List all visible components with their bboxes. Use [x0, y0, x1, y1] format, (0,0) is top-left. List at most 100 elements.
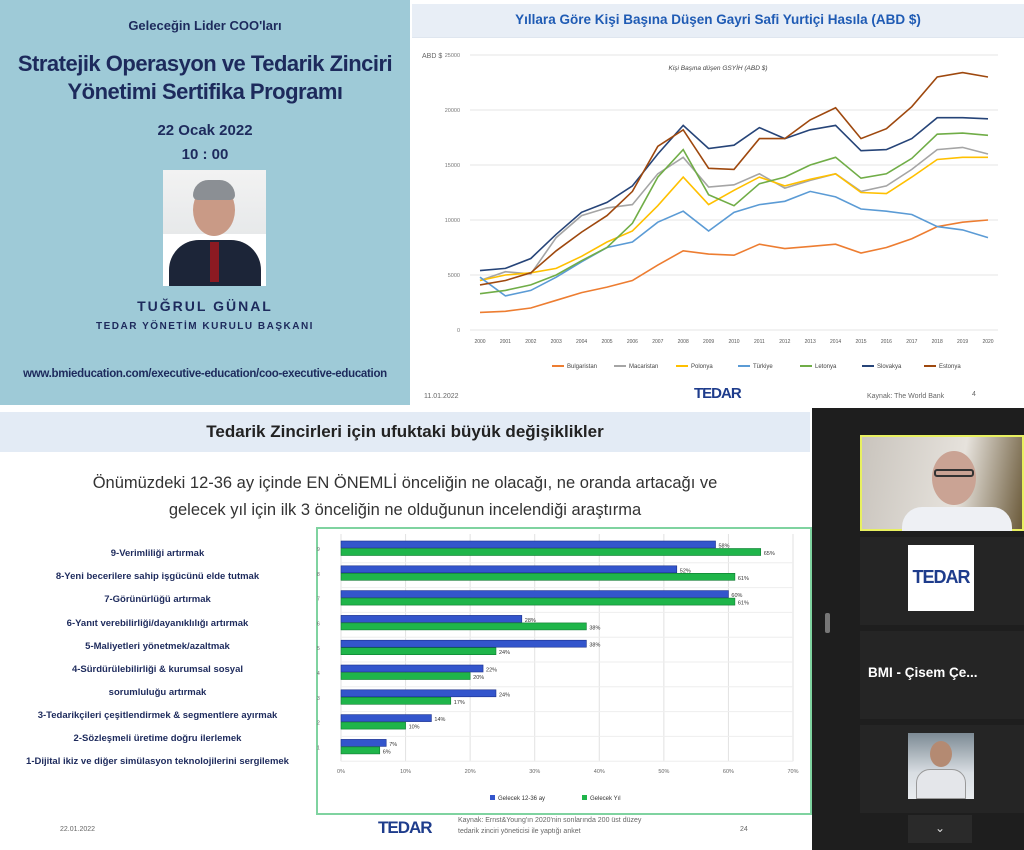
banner-title-line2: Yönetimi Sertifika Programı [67, 79, 343, 104]
priority-label: 8-Yeni becerilere sahip işgücünü elde tu… [55, 571, 260, 582]
x-tick-label: 40% [594, 769, 605, 775]
slide-subtitle: Önümüzdeki 12-36 ay içinde EN ÖNEMLİ önc… [0, 470, 810, 524]
y-tick-label: 5 [317, 646, 320, 652]
program-url[interactable]: www.bmieducation.com/executive-education… [23, 368, 387, 380]
y-tick-label: 25000 [445, 53, 460, 59]
banner-title-line1: Stratejik Operasyon ve Tedarik Zinciri [17, 51, 393, 76]
slide-title-bar [0, 412, 810, 452]
y-tick-label: 4 [317, 671, 320, 677]
chart-title: Kişi Başına düşen GSYİH (ABD $) [669, 64, 768, 72]
participant-tile-tedar[interactable]: TEDAR [860, 537, 1024, 625]
x-tick-label: 2007 [652, 339, 663, 345]
legend-swatch [490, 795, 495, 800]
x-tick-label: 60% [723, 769, 734, 775]
participant-face [932, 451, 976, 505]
x-tick-label: 2012 [779, 339, 790, 345]
x-tick-label: 20% [465, 769, 476, 775]
priority-bar-chart: 0% 10% 20% 30% 40% 50% 60% 70% 9 58% 65% 8 52% 61% 7 60… [317, 534, 799, 802]
series-line-Bulgaristan [479, 219, 989, 314]
bar-9-Gelecek 12-36 ay [340, 540, 716, 549]
participant-shirt [902, 507, 1012, 531]
tedar-logo: TEDAR [694, 385, 742, 402]
x-tick-label: 2006 [627, 339, 638, 345]
x-tick-label: 2000 [474, 339, 485, 345]
legend-label: Gelecek Yıl [590, 796, 621, 802]
priority-label: 1-Dijital ikiz ve diğer simülasyon tekno… [26, 756, 289, 767]
speaker-role: TEDAR YÖNETİM KURULU BAŞKANI [96, 321, 314, 332]
legend-swatch [582, 795, 587, 800]
x-tick-label: 2018 [932, 339, 943, 345]
y-tick-label: 7 [317, 597, 320, 603]
scroll-down-button[interactable]: ⌄ [908, 815, 972, 843]
speaker-photo [163, 170, 266, 286]
event-banner: Geleceğin Lider COO'ları Stratejik Opera… [0, 0, 410, 405]
footer-date: 22.01.2022 [60, 826, 96, 833]
y-tick-label: 2 [317, 721, 320, 727]
x-tick-label: 2017 [906, 339, 917, 345]
slide-title-bar [412, 4, 1024, 38]
y-axis-label: ABD $ [422, 53, 442, 60]
banner-date: 22 Ocak 2022 [157, 122, 253, 139]
bar-4-Gelecek Yıl [340, 672, 471, 680]
banner-title: Stratejik Operasyon ve Tedarik Zinciri Yö… [0, 50, 410, 106]
source-line2: tedarik zinciri yöneticisi ile yaptığı a… [458, 828, 581, 835]
data-label: 24% [499, 692, 510, 698]
participant-tile-avatar[interactable] [860, 725, 1024, 813]
data-label: 61% [738, 601, 749, 607]
series-line-Polonya [479, 156, 988, 282]
data-label: 52% [680, 568, 691, 574]
bar-9-Gelecek Yıl [340, 548, 762, 556]
priority-label: 3-Tedarikçileri çeşitlendirmek & segment… [37, 710, 278, 721]
priority-label: sorumluluğu artırmak [108, 687, 207, 698]
series-line-Estonya [479, 71, 989, 286]
x-tick-label: 10% [400, 769, 411, 775]
legend-label: Gelecek 12-36 ay [498, 796, 545, 802]
bar-5-Gelecek 12-36 ay [340, 639, 587, 648]
footer-source: Kaynak: The World Bank [867, 393, 945, 400]
source-line1: Kaynak: Ernst&Young'ın 2020'nin sonların… [458, 817, 642, 824]
legend-label: Bulgaristan [567, 364, 597, 370]
x-tick-label: 2016 [881, 339, 892, 345]
legend-label: Estonya [939, 364, 961, 370]
tedar-logo-text: TEDAR [912, 567, 971, 587]
participant-video-speaker[interactable] [860, 435, 1024, 531]
x-tick-label: 2004 [576, 339, 587, 345]
banner-kicker: Geleceğin Lider COO'ları [128, 18, 282, 33]
x-tick-label: 70% [787, 769, 798, 775]
priority-label: 2-Sözleşmeli üretime doğru ilerlemek [73, 733, 242, 744]
x-tick-label: 2009 [703, 339, 714, 345]
legend-label: Letonya [815, 364, 837, 370]
x-tick-label: 2020 [982, 339, 993, 345]
tedar-logo-avatar: TEDAR [908, 545, 974, 611]
participants-panel: TEDAR BMI - Çisem Çe... ⌄ [812, 408, 1024, 850]
bar-8-Gelecek Yıl [340, 573, 736, 581]
legend-label: Polonya [691, 364, 713, 370]
y-tick-label: 1 [317, 745, 320, 751]
y-tick-label: 9 [317, 547, 320, 553]
x-tick-label: 30% [529, 769, 540, 775]
bar-2-Gelecek 12-36 ay [340, 714, 432, 722]
x-tick-label: 0% [337, 769, 345, 775]
y-tick-label: 6 [317, 621, 320, 627]
footer-source: Kaynak: Ernst&Young'ın 2020'nin sonların… [458, 815, 641, 837]
participant-tile-bmi[interactable]: BMI - Çisem Çe... [860, 631, 1024, 719]
x-tick-label: 50% [658, 769, 669, 775]
subtitle-line1: Önümüzdeki 12-36 ay içinde EN ÖNEMLİ önc… [92, 474, 718, 492]
data-label: 22% [486, 668, 497, 674]
bar-4-Gelecek 12-36 ay [340, 664, 484, 673]
data-label: 38% [589, 625, 600, 631]
legend-label: Macaristan [629, 364, 658, 370]
glasses [934, 469, 974, 477]
data-label: 20% [473, 675, 484, 681]
bar-6-Gelecek Yıl [340, 622, 587, 631]
panel-resize-handle[interactable] [825, 613, 830, 633]
data-label: 28% [525, 618, 536, 624]
y-tick-label: 8 [317, 572, 320, 578]
page-number: 24 [740, 826, 748, 833]
gdp-line-chart: ABD $ Kişi Başına düşen GSYİH (ABD $) 0 500… [422, 53, 998, 370]
priority-label: 9-Verimliliği artırmak [110, 548, 205, 559]
data-label: 6% [383, 749, 391, 755]
priority-label: 5-Maliyetleri yönetmek/azaltmak [85, 641, 230, 652]
x-tick-label: 2003 [551, 339, 562, 345]
y-tick-label: 3 [317, 696, 320, 702]
